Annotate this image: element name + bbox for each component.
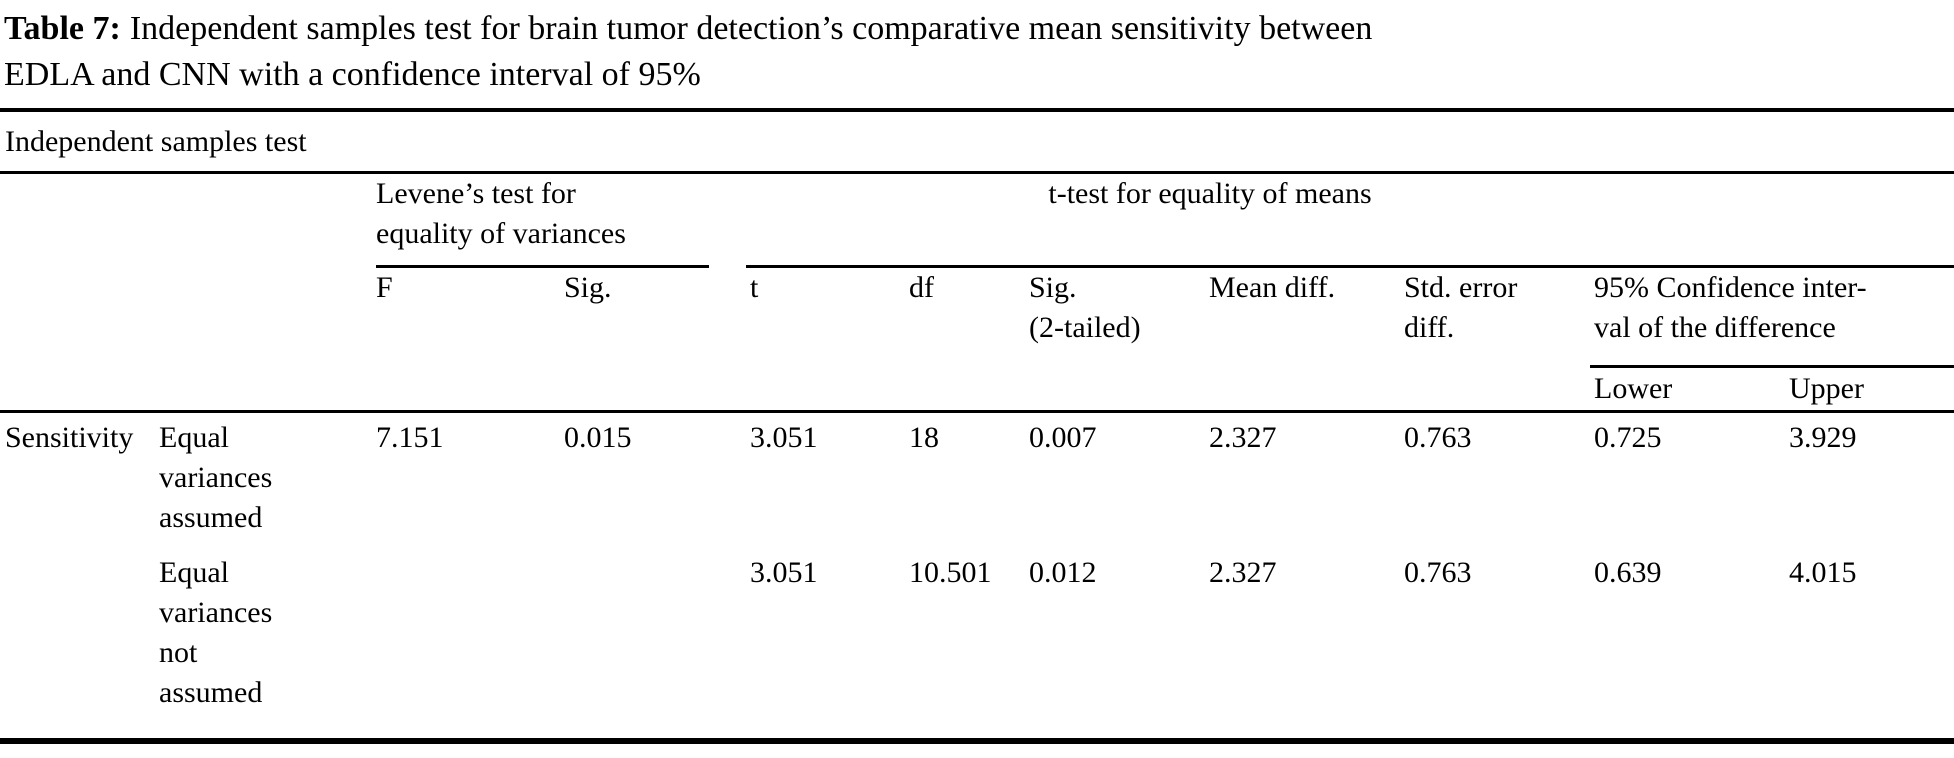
spacer-cell	[1025, 368, 1205, 413]
caption-text-2: EDLA and CNN with a confidence interval …	[4, 56, 701, 93]
cell-f: 7.151	[376, 421, 444, 454]
ttest-header-label: t-test for equality of means	[1048, 177, 1372, 210]
cell-sig2: 0.007	[1029, 421, 1097, 454]
cell-sig: 0.015	[564, 421, 632, 454]
cell-lower: 0.639	[1594, 556, 1662, 589]
spacer-cell	[1400, 368, 1590, 413]
col-header-lower: Lower	[1590, 368, 1785, 413]
condition-line: Equal	[159, 556, 229, 589]
row-condition-label: Equal variances assumed	[155, 412, 372, 549]
spacer-cell	[0, 268, 155, 368]
caption-label: Table 7:	[4, 10, 121, 47]
cell-mean-diff: 2.327	[1209, 556, 1277, 589]
cell-sig2: 0.012	[1029, 556, 1097, 589]
col-header-f: F	[376, 271, 393, 304]
cell-df: 18	[909, 421, 939, 454]
table-row-equal-variances-assumed: Sensitivity Equal variances assumed 7.15…	[0, 412, 1954, 549]
spacer-cell	[155, 268, 372, 368]
col-header-upper: Upper	[1785, 368, 1954, 413]
col-header-mean-diff: Mean diff.	[1209, 271, 1336, 304]
row-group-label	[0, 548, 155, 741]
row-condition-label: Equal variances not assumed	[155, 548, 372, 741]
col-header-sig2-line2: (2-tailed)	[1029, 311, 1141, 344]
ci-header-line1: 95% Confidence inter-	[1594, 271, 1867, 304]
cell-mean-diff: 2.327	[1209, 421, 1277, 454]
condition-line: assumed	[159, 501, 263, 534]
cell-upper: 4.015	[1789, 556, 1857, 589]
cell-t: 3.051	[750, 556, 818, 589]
spacer-cell	[155, 173, 372, 269]
ci-underline	[1590, 365, 1954, 368]
col-header-sig2: Sig. (2-tailed)	[1025, 268, 1205, 368]
cell-t: 3.051	[750, 421, 818, 454]
levene-underline	[376, 265, 709, 268]
caption-text-1: Independent samples test for brain tumor…	[129, 10, 1373, 47]
column-header-row: F Sig. t df Sig. (2-tailed) Mean diff. S…	[0, 268, 1954, 368]
table-row-equal-variances-not-assumed: Equal variances not assumed 3.051 10.501…	[0, 548, 1954, 741]
cell-stderr: 0.763	[1404, 421, 1472, 454]
table-caption: Table 7: Independent samples test for bra…	[0, 0, 1954, 98]
ci-header-line2: val of the difference	[1594, 311, 1836, 344]
group-header-row: Levene’s test for equality of variances …	[0, 173, 1954, 269]
spacer-cell	[746, 368, 905, 413]
spacer-cell	[905, 368, 1025, 413]
condition-line: not	[159, 636, 198, 669]
ttest-underline	[746, 265, 1954, 268]
cell-sig	[560, 548, 746, 741]
col-header-sig: Sig.	[564, 271, 612, 304]
spacer-cell	[155, 368, 372, 413]
row-group-label: Sensitivity	[5, 421, 134, 454]
col-header-stderr-line2: diff.	[1404, 311, 1455, 344]
cell-upper: 3.929	[1789, 421, 1857, 454]
cell-stderr: 0.763	[1404, 556, 1472, 589]
spacer-cell	[560, 368, 746, 413]
table-title: Independent samples test	[0, 110, 1954, 174]
col-header-stderr: Std. error diff.	[1400, 268, 1590, 368]
group-header-levene: Levene’s test for equality of variances	[372, 173, 746, 268]
spacer-cell	[1205, 368, 1400, 413]
group-header-ci: 95% Confidence inter- val of the differe…	[1590, 268, 1954, 368]
condition-line: Equal	[159, 421, 229, 454]
cell-df: 10.501	[909, 556, 992, 589]
group-header-ttest: t-test for equality of means	[746, 173, 1954, 268]
col-header-t: t	[750, 271, 759, 304]
spacer-cell	[0, 173, 155, 269]
col-header-df: df	[909, 271, 934, 304]
ci-subheader-row: Lower Upper	[0, 368, 1954, 413]
cell-f	[372, 548, 560, 741]
caption-line-1: Table 7: Independent samples test for bra…	[4, 6, 1954, 52]
col-header-sig2-line1: Sig.	[1029, 271, 1077, 304]
independent-samples-table: Independent samples test Levene’s test f…	[0, 108, 1954, 744]
condition-line: variances	[159, 596, 273, 629]
levene-header-line2: equality of variances	[376, 217, 626, 250]
cell-lower: 0.725	[1594, 421, 1662, 454]
condition-line: assumed	[159, 676, 263, 709]
levene-header-line1: Levene’s test for	[376, 177, 576, 210]
spacer-cell	[0, 368, 155, 413]
spacer-cell	[372, 368, 560, 413]
col-header-stderr-line1: Std. error	[1404, 271, 1518, 304]
table-title-row: Independent samples test	[0, 110, 1954, 174]
condition-line: variances	[159, 461, 273, 494]
